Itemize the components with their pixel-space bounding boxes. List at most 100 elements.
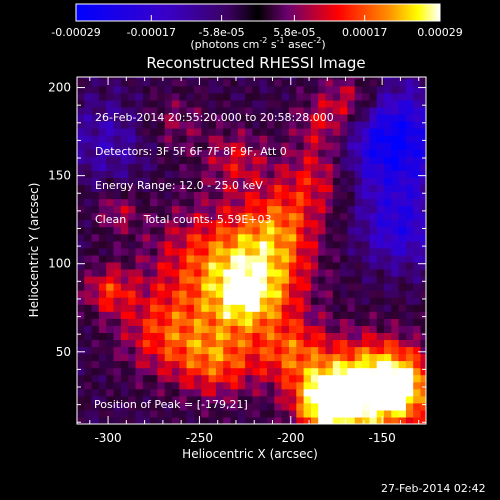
heatmap-cell <box>172 409 180 418</box>
heatmap-cell <box>252 360 261 369</box>
heatmap-cell <box>113 402 122 411</box>
heatmap-cell <box>267 226 275 235</box>
heatmap-cell <box>303 114 312 122</box>
heatmap-cell <box>289 409 297 418</box>
heatmap-cell <box>325 114 334 122</box>
heatmap-cell <box>332 170 341 178</box>
heatmap-cell <box>193 283 202 291</box>
heatmap-cell <box>259 395 268 404</box>
heatmap-cell <box>223 269 232 277</box>
heatmap-cell <box>201 374 210 383</box>
heatmap-cell <box>245 346 253 355</box>
heatmap-cell <box>91 233 100 242</box>
heatmap-cell <box>398 184 407 192</box>
heatmap-cell <box>142 219 151 228</box>
heatmap-cell <box>106 269 115 277</box>
heatmap-cell <box>405 381 414 390</box>
heatmap-cell <box>84 114 93 122</box>
heatmap-cell <box>230 184 239 192</box>
heatmap-cell <box>113 142 122 150</box>
colorbar-tick-label: 5.8e-05 <box>273 26 315 39</box>
heatmap-cell <box>310 367 319 376</box>
heatmap-cell <box>259 381 268 390</box>
heatmap-cell <box>398 92 407 101</box>
heatmap-cell <box>259 409 268 418</box>
heatmap-cell <box>215 212 224 221</box>
heatmap-cell <box>369 325 378 333</box>
heatmap-cell <box>369 92 378 101</box>
heatmap-cell <box>391 360 400 369</box>
heatmap-cell <box>142 205 151 214</box>
heatmap-cell <box>98 339 107 348</box>
heatmap-cell <box>208 374 217 383</box>
heatmap-cell <box>413 325 422 333</box>
heatmap-cell <box>157 290 166 298</box>
heatmap-cell <box>362 409 370 418</box>
heatmap-cell <box>77 283 85 291</box>
heatmap-cell <box>120 128 129 136</box>
heatmap-cell <box>215 205 224 214</box>
heatmap-cell <box>120 367 129 376</box>
heatmap-cell <box>77 212 85 221</box>
heatmap-cell <box>128 163 137 171</box>
heatmap-cell <box>91 78 100 87</box>
heatmap-cell <box>142 388 151 397</box>
heatmap-cell <box>318 261 327 270</box>
heatmap-cell <box>259 78 268 87</box>
heatmap-cell <box>215 304 224 312</box>
heatmap-cell <box>128 121 137 129</box>
heatmap-cell <box>413 311 422 319</box>
heatmap-cell <box>384 318 392 326</box>
heatmap-cell <box>91 99 100 108</box>
heatmap-cell <box>237 163 246 171</box>
heatmap-cell <box>325 417 334 424</box>
heatmap-cell <box>215 184 224 192</box>
heatmap-cell <box>332 381 341 390</box>
heatmap-cell <box>318 276 327 284</box>
heatmap-cell <box>91 77 100 80</box>
heatmap-cell <box>332 311 341 319</box>
heatmap-cell <box>77 381 85 390</box>
heatmap-cell <box>354 226 363 235</box>
heatmap-cell <box>267 163 275 171</box>
heatmap-cell <box>391 318 400 326</box>
heatmap-cell <box>420 78 426 87</box>
heatmap-cell <box>354 170 363 178</box>
heatmap-cell <box>208 135 217 143</box>
heatmap-cell <box>186 367 195 376</box>
heatmap-cell <box>113 269 122 277</box>
heatmap-cell <box>274 191 283 200</box>
heatmap-cell <box>384 297 392 305</box>
heatmap-cell <box>230 367 239 376</box>
heatmap-cell <box>128 360 137 369</box>
heatmap-cell <box>245 156 253 164</box>
heatmap-cell <box>310 163 319 171</box>
heatmap-cell <box>237 283 246 291</box>
heatmap-cell <box>230 149 239 157</box>
heatmap-cell <box>296 240 305 249</box>
heatmap-cell <box>281 198 290 207</box>
heatmap-cell <box>369 198 378 207</box>
heatmap-cell <box>413 128 422 136</box>
heatmap-cell <box>120 191 129 200</box>
heatmap-cell <box>405 99 414 108</box>
heatmap-cell <box>157 240 166 249</box>
heatmap-cell <box>281 212 290 221</box>
heatmap-cell <box>325 121 334 129</box>
heatmap-cell <box>193 198 202 207</box>
heatmap-cell <box>179 276 188 284</box>
colorbar-tick-label: 0.00029 <box>417 26 463 39</box>
heatmap-cell <box>325 325 334 333</box>
heatmap-cell <box>289 163 297 171</box>
heatmap-cell <box>98 276 107 284</box>
heatmap-cell <box>142 381 151 390</box>
heatmap-cell <box>157 177 166 185</box>
heatmap-cell <box>230 374 239 383</box>
heatmap-cell <box>91 374 100 383</box>
heatmap-cell <box>201 92 210 101</box>
heatmap-cell <box>142 92 151 101</box>
heatmap-cell <box>318 92 327 101</box>
heatmap-cell <box>91 261 100 270</box>
heatmap-cell <box>106 142 115 150</box>
heatmap-cell <box>384 283 392 291</box>
